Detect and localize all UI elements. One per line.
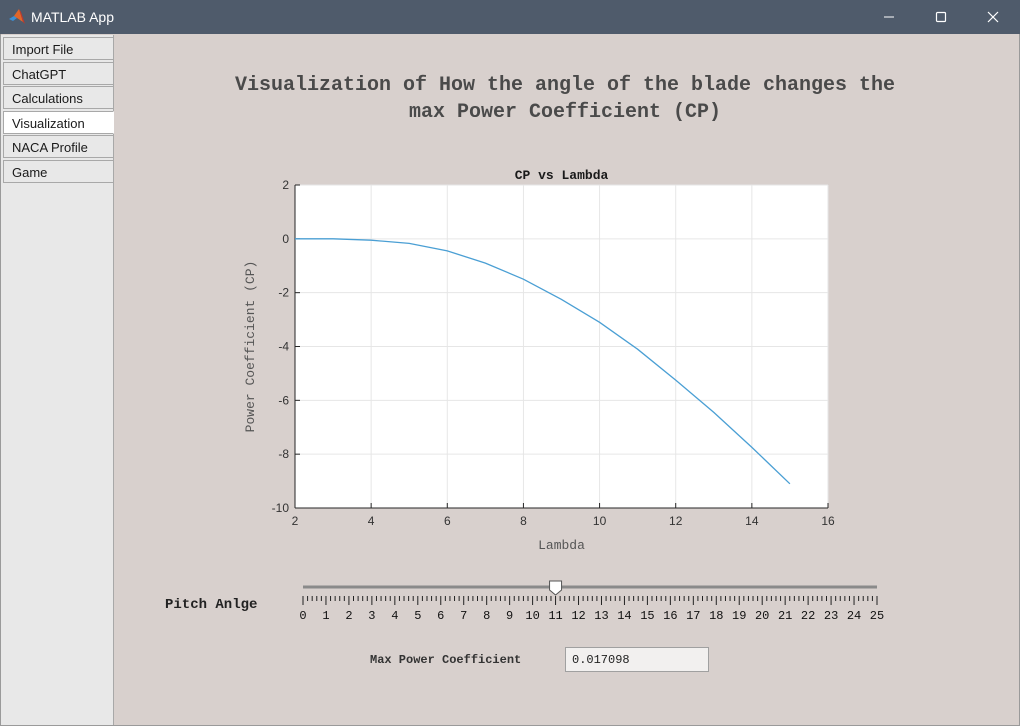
pitch-angle-label: Pitch Anlge xyxy=(165,597,258,613)
slider-tick-label: 10 xyxy=(525,609,539,623)
slider-tick-label: 24 xyxy=(847,609,861,623)
slider-tick-label: 4 xyxy=(391,609,398,623)
tab-visualization[interactable]: Visualization xyxy=(3,111,114,134)
y-tick-label: 0 xyxy=(282,232,289,246)
y-tick-label: -2 xyxy=(278,286,289,300)
tab-game[interactable]: Game xyxy=(3,160,114,183)
slider-tick-label: 14 xyxy=(617,609,631,623)
minimize-button[interactable] xyxy=(866,0,912,34)
page-title-line-2: max Power Coefficient (CP) xyxy=(408,101,722,124)
slider-tick-label: 9 xyxy=(506,609,513,623)
pitch-angle-slider[interactable]: 0 1 2 3 4 5 6 7 8 9 10 11 12 13 14 15 16 17 18 19 20 21 22 23 24… xyxy=(290,577,890,627)
page-title-line-1: Visualization of How the angle of the bl… xyxy=(234,74,896,97)
y-tick-label: -4 xyxy=(278,340,289,354)
tab-bar: Import File ChatGPT Calculations Visuali… xyxy=(1,35,114,725)
y-axis-label: Power Coefficient (CP) xyxy=(243,261,258,433)
y-tick-label: -6 xyxy=(278,393,289,407)
x-tick-label: 16 xyxy=(821,514,835,528)
slider-tick-label: 1 xyxy=(322,609,329,623)
slider-tick-label: 23 xyxy=(824,609,838,623)
slider-tick-label: 6 xyxy=(437,609,444,623)
max-power-label: Max Power Coefficient xyxy=(370,653,522,667)
y-tick-label: 2 xyxy=(282,178,289,192)
tab-import-file[interactable]: Import File xyxy=(3,37,114,60)
slider-tick-label: 22 xyxy=(801,609,815,623)
cp-series-line xyxy=(295,238,791,485)
tab-naca-profile[interactable]: NACA Profile xyxy=(3,135,114,158)
x-tick-label: 8 xyxy=(520,514,527,528)
title-bar: MATLAB App xyxy=(0,0,1020,34)
slider-tick-label: 7 xyxy=(460,609,467,623)
tab-calculations[interactable]: Calculations xyxy=(3,86,114,109)
y-tick-label: -10 xyxy=(272,501,290,515)
slider-tick-label: 3 xyxy=(368,609,375,623)
minimize-icon xyxy=(884,16,894,18)
x-tick-label: 2 xyxy=(292,514,299,528)
slider-tick-label: 12 xyxy=(571,609,585,623)
slider-tick-label: 20 xyxy=(755,609,769,623)
slider-tick-label: 25 xyxy=(870,609,884,623)
maximize-button[interactable] xyxy=(918,0,964,34)
cp-vs-lambda-chart: 2 4 6 8 10 12 14 16 2 0 -2 -4 -6 -8 -10 CP vs Lambda Lam… xyxy=(243,168,835,553)
tab-chatgpt[interactable]: ChatGPT xyxy=(3,62,114,85)
x-tick-label: 12 xyxy=(669,514,683,528)
slider-tick-label: 21 xyxy=(778,609,792,623)
y-tick-label: -8 xyxy=(278,447,289,461)
slider-thumb[interactable] xyxy=(549,580,563,596)
slider-tick-label: 11 xyxy=(548,609,562,623)
x-axis-label: Lambda xyxy=(538,538,585,553)
x-tick-label: 10 xyxy=(593,514,607,528)
x-tick-label: 4 xyxy=(368,514,375,528)
slider-tick-label: 19 xyxy=(732,609,746,623)
close-icon xyxy=(987,11,999,23)
slider-tick-label: 2 xyxy=(345,609,352,623)
max-power-field[interactable]: 0.017098 xyxy=(565,647,709,672)
x-tick-label: 6 xyxy=(444,514,451,528)
slider-tick-label: 17 xyxy=(686,609,700,623)
matlab-logo-icon xyxy=(9,9,25,24)
maximize-icon xyxy=(935,11,947,23)
slider-tick-label: 15 xyxy=(640,609,654,623)
close-button[interactable] xyxy=(970,0,1016,34)
slider-tick-label: 0 xyxy=(299,609,306,623)
page-title: Visualization of How the angle of the bl… xyxy=(165,72,965,126)
x-tick-label: 14 xyxy=(745,514,759,528)
slider-tick-label: 8 xyxy=(483,609,490,623)
chart-title: CP vs Lambda xyxy=(515,168,609,183)
slider-tick-label: 18 xyxy=(709,609,723,623)
window-title: MATLAB App xyxy=(31,9,115,25)
slider-tick-label: 5 xyxy=(414,609,421,623)
slider-tick-label: 16 xyxy=(663,609,677,623)
slider-tick-label: 13 xyxy=(594,609,608,623)
